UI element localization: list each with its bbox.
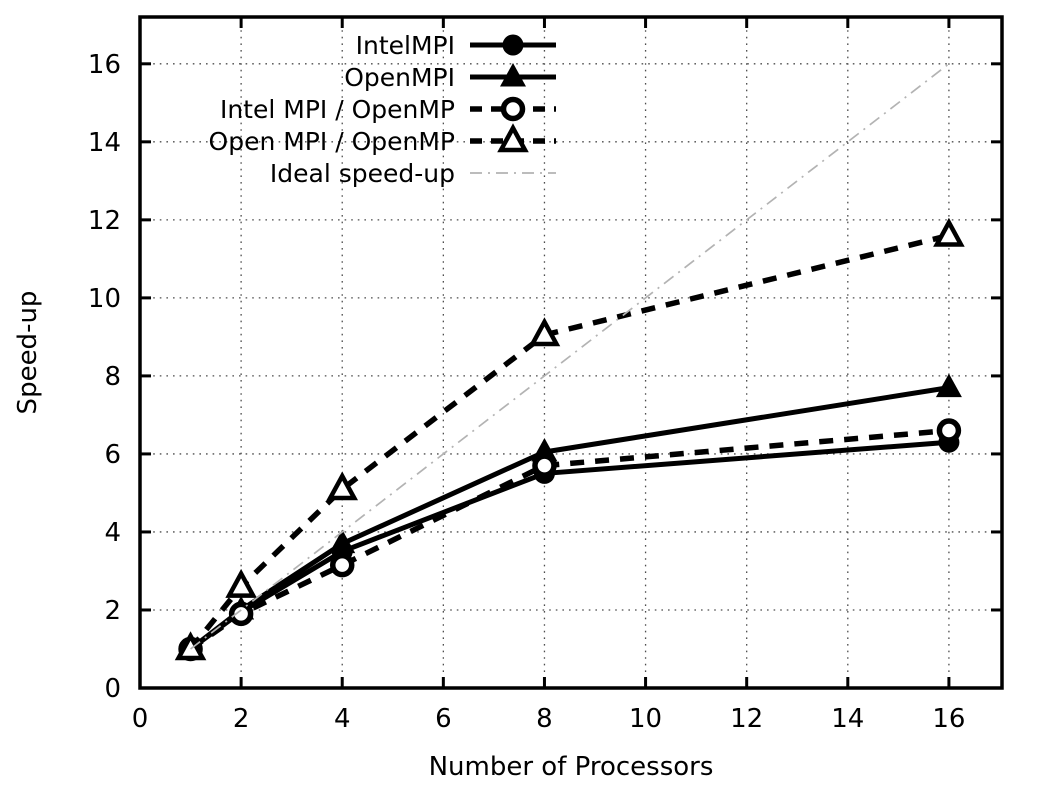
x-tick-label-6: 6 — [435, 704, 452, 734]
x-tick-label-0: 0 — [132, 704, 149, 734]
marker-open-circle — [228, 601, 254, 627]
legend-item-open-mpi-openmp: Open MPI / OpenMP — [209, 123, 556, 156]
legend-label-open-mpi-openmp: Open MPI / OpenMP — [209, 127, 455, 156]
marker-filled-circle — [502, 34, 524, 56]
y-tick-label-16: 16 — [88, 50, 121, 80]
legend-label-ideal-speed-up: Ideal speed-up — [270, 159, 455, 188]
marker-open-circle — [329, 552, 355, 578]
marker-open-triangle — [174, 631, 207, 661]
series-line-intel-mpi-openmp — [188, 427, 950, 652]
marker-open-circle — [532, 453, 557, 478]
axis-ticks — [138, 17, 1002, 690]
marker-filled-triangle — [935, 373, 962, 398]
series-line-open-mpi-openmp — [188, 232, 950, 651]
series-intel-mpi-openmp — [178, 418, 962, 662]
legend: IntelMPI OpenMPI Intel MPI / OpenMP Open MP… — [209, 31, 556, 188]
legend-label-intel-mpi-openmp: Intel MPI / OpenMP — [220, 95, 455, 124]
marker-open-triangle — [225, 568, 257, 598]
y-tick-label-6: 6 — [104, 440, 121, 470]
x-tick-label-2: 2 — [233, 704, 250, 734]
marker-open-triangle — [497, 123, 529, 153]
marker-filled-triangle — [329, 529, 356, 554]
x-axis-labels: 0 2 4 6 8 10 12 14 16 — [132, 704, 966, 734]
x-tick-label-16: 16 — [932, 704, 965, 734]
legend-item-openmpi: OpenMPI — [344, 63, 556, 92]
legend-item-intel-mpi-openmp: Intel MPI / OpenMP — [220, 95, 556, 124]
legend-label-openmpi: OpenMPI — [344, 63, 455, 92]
marker-open-circle — [936, 418, 962, 443]
x-tick-label-14: 14 — [831, 704, 864, 734]
marker-filled-triangle — [500, 63, 526, 87]
y-tick-label-12: 12 — [88, 206, 121, 236]
legend-label-intelmpi: IntelMPI — [356, 31, 455, 60]
y-tick-label-10: 10 — [88, 284, 121, 314]
y-tick-label-8: 8 — [104, 362, 121, 392]
x-tick-label-12: 12 — [730, 704, 763, 734]
marker-open-triangle — [326, 471, 359, 501]
legend-item-ideal-speed-up: Ideal speed-up — [270, 159, 556, 188]
marker-open-circle — [500, 96, 526, 122]
marker-open-triangle — [933, 217, 965, 247]
series-ideal-speed-up — [190, 63, 950, 650]
x-tick-label-4: 4 — [334, 704, 351, 734]
plot-border — [138, 15, 1004, 690]
y-tick-label-0: 0 — [104, 674, 121, 704]
series-line-ideal-speed-up — [190, 63, 950, 650]
marker-open-triangle — [528, 317, 561, 347]
y-tick-label-2: 2 — [104, 596, 121, 626]
x-tick-label-10: 10 — [629, 704, 662, 734]
y-axis-labels: 0 2 4 6 8 10 12 14 16 — [88, 50, 121, 704]
x-tick-label-8: 8 — [536, 704, 553, 734]
legend-item-intelmpi: IntelMPI — [356, 31, 556, 60]
x-axis-title: Number of Processors — [429, 752, 714, 782]
y-tick-label-4: 4 — [104, 518, 121, 548]
y-axis-title: Speed-up — [13, 291, 43, 415]
y-tick-label-14: 14 — [88, 128, 121, 158]
series-open-mpi-openmp — [174, 217, 965, 661]
